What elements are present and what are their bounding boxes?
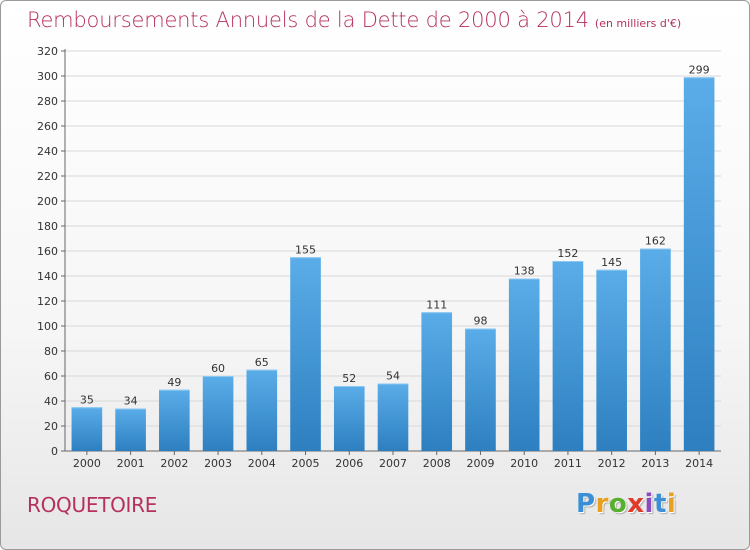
- data-label: 34: [124, 395, 138, 408]
- x-tick-label: 2012: [598, 457, 626, 470]
- y-tick-labels: 0 20 40 60 80 100 120 140 160 180 200 220 240 260 280 3…: [37, 45, 58, 458]
- data-label: 35: [80, 393, 94, 406]
- proxiti-logo[interactable]: Proxiti: [576, 489, 676, 519]
- y-tick-label: 280: [37, 95, 58, 108]
- data-label: 65: [255, 356, 269, 369]
- logo-letter: P: [576, 489, 596, 519]
- data-label: 162: [645, 235, 666, 248]
- x-tick-label: 2003: [204, 457, 232, 470]
- bar-2006: [333, 386, 365, 451]
- x-tick-label: 2004: [248, 457, 276, 470]
- y-tick-label: 0: [51, 445, 58, 458]
- x-tick-label: 2008: [423, 457, 451, 470]
- data-label: 60: [211, 362, 225, 375]
- x-tick-label: 2011: [554, 457, 582, 470]
- y-tick-label: 120: [37, 295, 58, 308]
- y-tick-label: 200: [37, 195, 58, 208]
- x-tick-label: 2006: [335, 457, 363, 470]
- chart-title-block: Remboursements Annuels de la Dette de 20…: [27, 8, 681, 32]
- bar-2011: [552, 261, 584, 451]
- bar-2013: [640, 248, 671, 451]
- x-tick-label: 2009: [466, 457, 494, 470]
- data-label: 155: [295, 243, 316, 256]
- x-tick-label: 2005: [292, 457, 320, 470]
- bar-2000: [71, 407, 103, 451]
- logo-letter: i: [644, 489, 654, 519]
- data-label: 49: [167, 376, 181, 389]
- bar-2004: [246, 369, 278, 451]
- y-tick-label: 300: [37, 70, 58, 83]
- y-tick-label: 180: [37, 220, 58, 233]
- chart-subtitle: (en milliers d'€): [594, 17, 682, 30]
- data-label: 138: [514, 265, 535, 278]
- data-label: 152: [557, 247, 578, 260]
- y-tick-label: 260: [37, 120, 58, 133]
- bar-2002: [159, 389, 190, 451]
- data-label: 299: [689, 63, 710, 76]
- bar-2009: [465, 328, 496, 451]
- chart-title: Remboursements Annuels de la Dette de 20…: [27, 8, 589, 32]
- y-tick-label: 60: [44, 370, 58, 383]
- x-tick-label: 2010: [510, 457, 538, 470]
- bar-2007: [377, 383, 409, 451]
- data-label: 52: [342, 372, 356, 385]
- x-tick-label: 2007: [379, 457, 407, 470]
- x-tick-labels: 2000 2001 2002 2003 2004 2005 2006 2007 2008 2009…: [73, 457, 713, 470]
- data-label: 98: [473, 315, 487, 328]
- x-tick-label: 2000: [73, 457, 101, 470]
- logo-letter: t: [653, 489, 667, 519]
- bar-2010: [508, 278, 540, 451]
- y-tick-label: 240: [37, 145, 58, 158]
- y-tick-label: 140: [37, 270, 58, 283]
- y-tick-label: 160: [37, 245, 58, 258]
- x-tick-label: 2013: [641, 457, 669, 470]
- bar-2008: [421, 312, 453, 451]
- x-tick-label: 2002: [160, 457, 188, 470]
- commune-name: ROQUETOIRE: [27, 493, 158, 517]
- x-tick-label: 2014: [685, 457, 713, 470]
- bar-2005: [290, 257, 321, 451]
- y-tick-label: 100: [37, 320, 58, 333]
- data-label: 54: [386, 370, 400, 383]
- bar-2012: [596, 269, 627, 451]
- data-label: 145: [601, 256, 622, 269]
- data-label: 111: [426, 298, 447, 311]
- y-tick-label: 40: [44, 395, 58, 408]
- y-tick-label: 220: [37, 170, 58, 183]
- logo-letter: x: [627, 489, 645, 519]
- y-tick-label: 80: [44, 345, 58, 358]
- logo-letter: r: [595, 489, 609, 519]
- logo-letter: o: [608, 489, 628, 519]
- x-tick-label: 2001: [117, 457, 145, 470]
- y-tick-label: 320: [37, 45, 58, 58]
- bar-2014: [683, 77, 715, 451]
- logo-letter: i: [666, 489, 677, 519]
- bars: 35 34 49 60 65 155 52 54 111 98 138 152 145 162 299: [71, 63, 715, 451]
- bar-2001: [115, 408, 146, 451]
- y-tick-label: 20: [44, 420, 58, 433]
- bar-2003: [202, 376, 234, 451]
